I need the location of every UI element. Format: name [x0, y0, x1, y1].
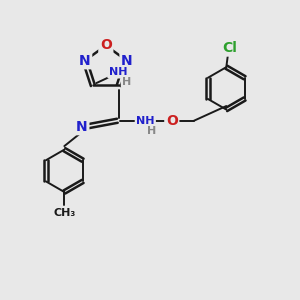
- Text: N: N: [121, 54, 133, 68]
- Text: H: H: [122, 76, 131, 87]
- Text: NH: NH: [109, 67, 127, 77]
- Text: H: H: [147, 126, 156, 136]
- Text: NH: NH: [136, 116, 155, 126]
- Text: N: N: [79, 54, 91, 68]
- Text: O: O: [100, 38, 112, 52]
- Text: N: N: [76, 120, 88, 134]
- Text: Cl: Cl: [222, 41, 237, 55]
- Text: CH₃: CH₃: [53, 208, 76, 218]
- Text: O: O: [166, 114, 178, 128]
